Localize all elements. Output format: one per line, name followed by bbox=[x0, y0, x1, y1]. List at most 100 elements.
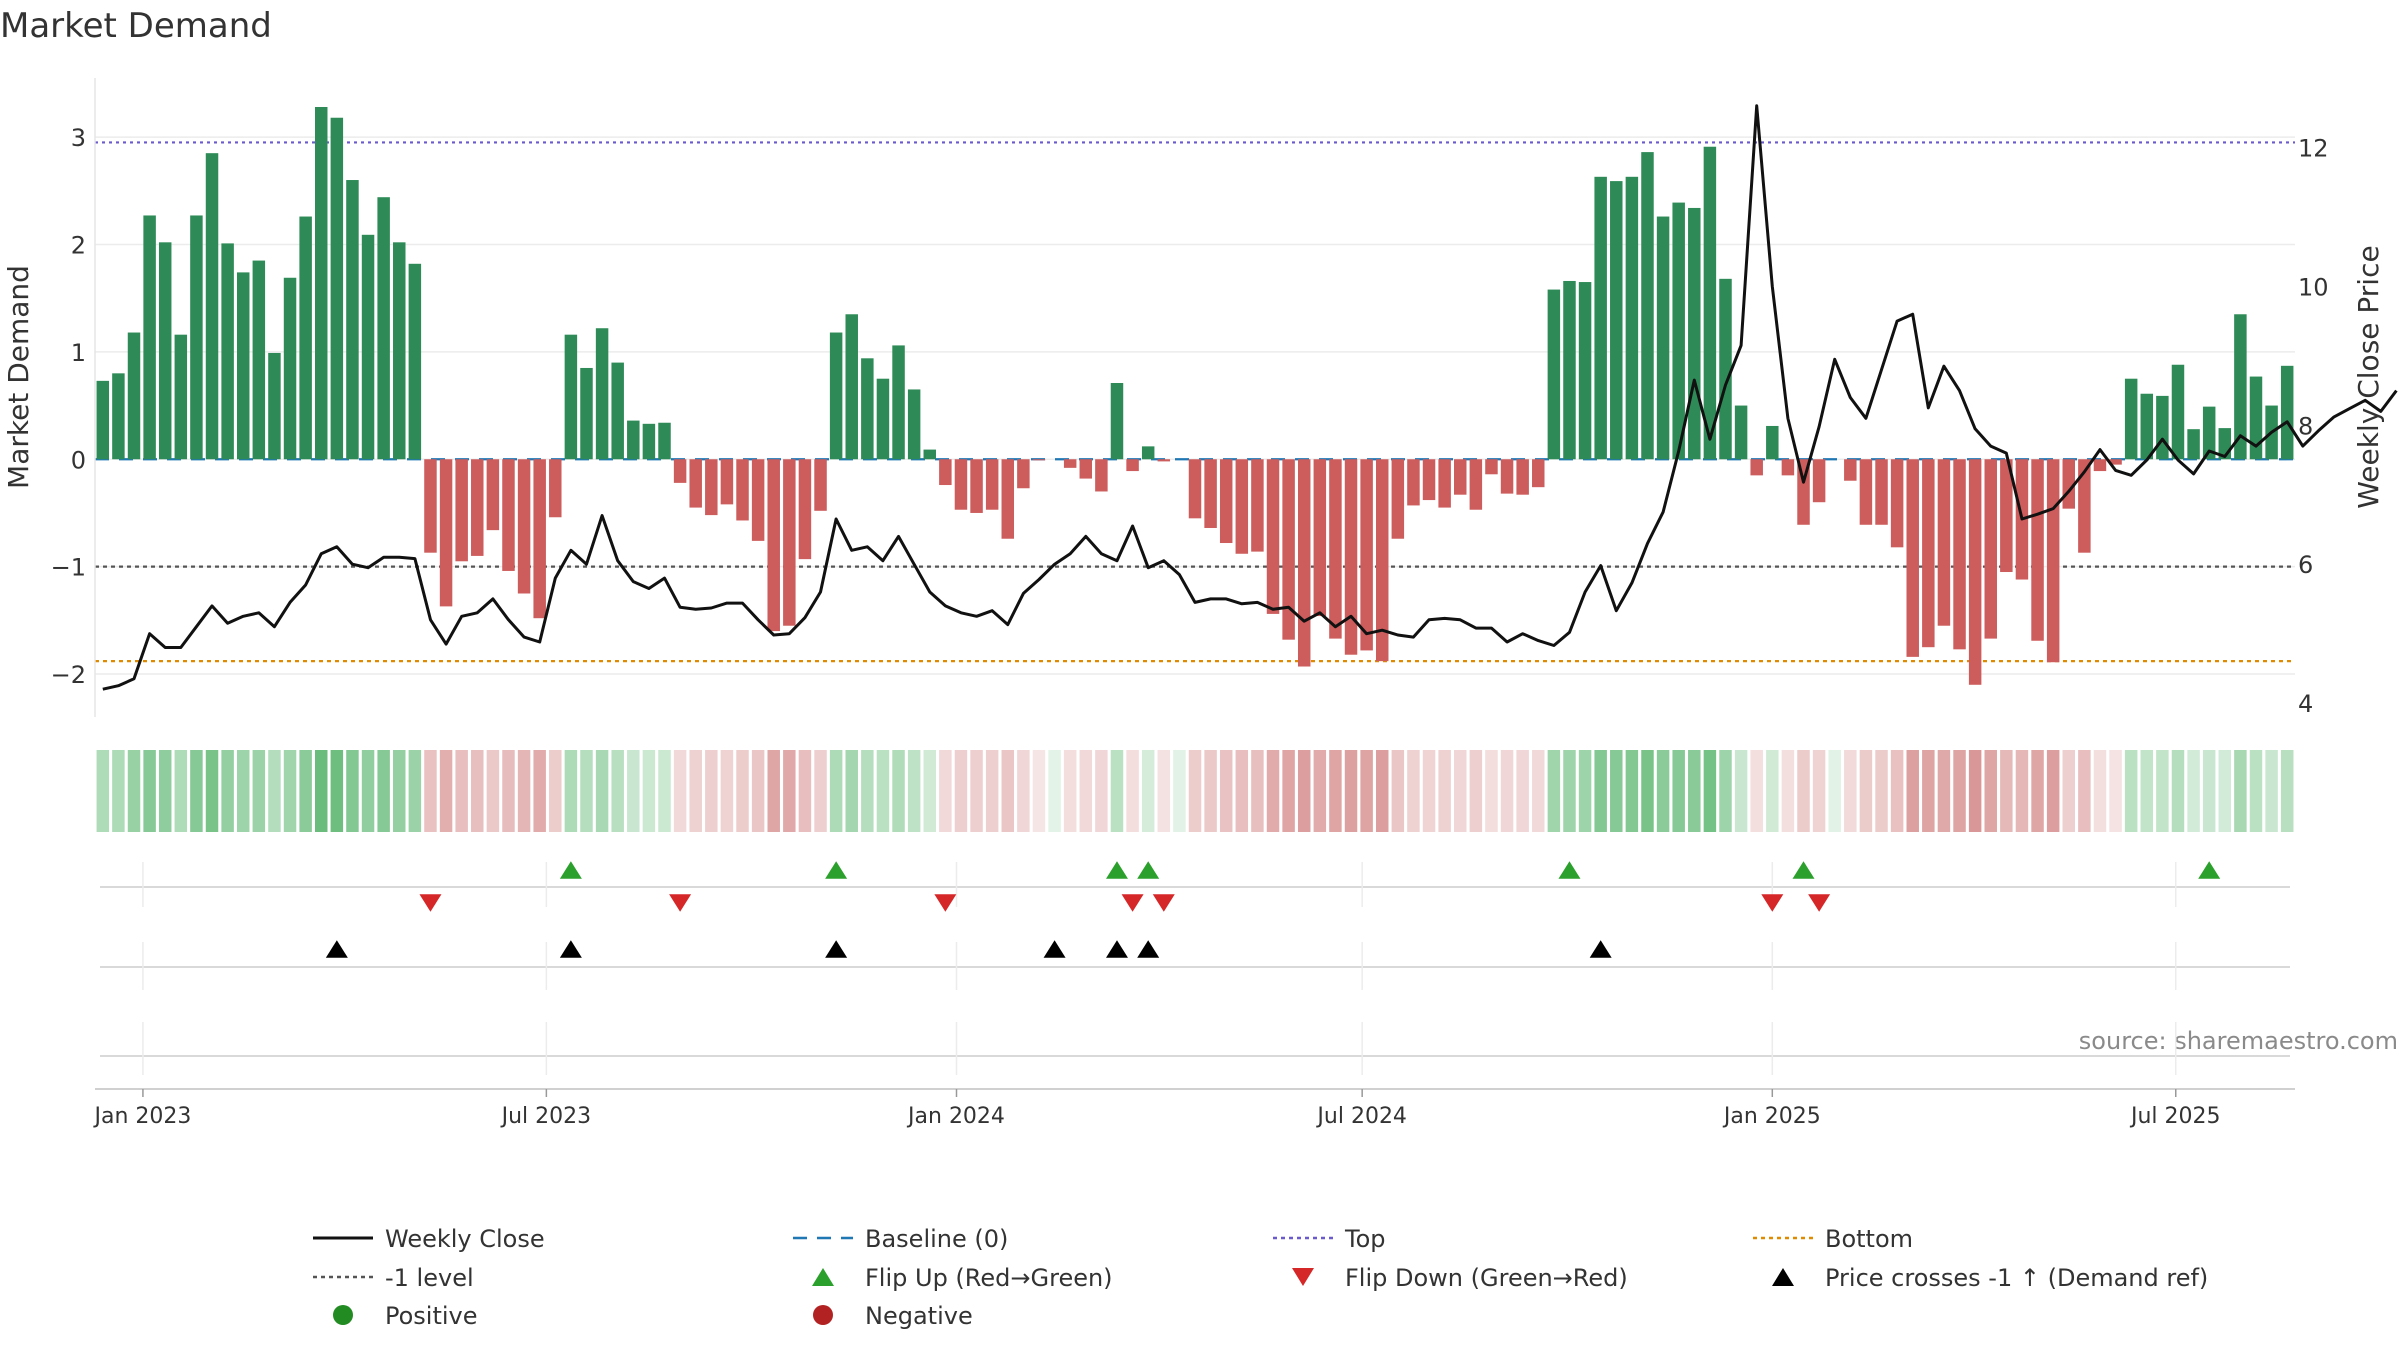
strip-cell-positive bbox=[2249, 750, 2263, 832]
strip-cell-negative bbox=[798, 750, 812, 832]
strip-cell-positive bbox=[1766, 750, 1779, 832]
strip-cell-negative bbox=[736, 750, 749, 832]
strip-cell-negative bbox=[1890, 750, 1904, 832]
flip-down-marker bbox=[1152, 894, 1175, 912]
strip-cell-negative bbox=[1391, 750, 1405, 832]
flip-up-marker bbox=[1137, 861, 1160, 879]
price-cross-marker bbox=[1105, 940, 1128, 958]
positive-demand-bar bbox=[1672, 202, 1685, 460]
negative-demand-bar bbox=[1422, 459, 1436, 501]
positive-demand-bar bbox=[299, 216, 312, 460]
negative-demand-bar bbox=[1001, 459, 1015, 539]
positive-demand-bar bbox=[1547, 289, 1561, 460]
positive-demand-bar bbox=[845, 314, 858, 460]
negative-demand-bar bbox=[1204, 459, 1217, 528]
positive-demand-bar bbox=[1766, 425, 1779, 460]
flip-down-marker bbox=[419, 894, 442, 912]
strip-cell-positive bbox=[1828, 750, 1841, 832]
negative-demand-bar bbox=[1126, 459, 1139, 472]
strip-cell-positive bbox=[1719, 750, 1732, 832]
strip-cell-negative bbox=[1953, 750, 1966, 832]
negative-demand-bar bbox=[689, 459, 702, 508]
legend-label: Bottom bbox=[1825, 1225, 1913, 1253]
strip-cell-negative bbox=[673, 750, 687, 832]
strip-cell-positive bbox=[112, 750, 125, 832]
strip-cell-negative bbox=[1313, 750, 1327, 832]
negative-demand-bar bbox=[1329, 459, 1342, 639]
strip-cell-positive bbox=[377, 750, 390, 832]
strip-cell-positive bbox=[174, 750, 188, 832]
strip-cell-positive bbox=[1563, 750, 1576, 832]
x-tick-label: Jul 2025 bbox=[2129, 1104, 2221, 1129]
negative-demand-bar bbox=[767, 459, 780, 632]
strip-cell-negative bbox=[2062, 750, 2075, 832]
strip-cell-positive bbox=[330, 750, 344, 832]
x-tick-label: Jan 2025 bbox=[1722, 1104, 1821, 1129]
y-tick-label: −2 bbox=[51, 661, 86, 689]
strip-cell-negative bbox=[767, 750, 780, 832]
strip-cell-negative bbox=[1001, 750, 1015, 832]
negative-demand-bar bbox=[2046, 459, 2060, 663]
strip-cell-negative bbox=[1469, 750, 1483, 832]
strip-cell-positive bbox=[252, 750, 266, 832]
strip-cell-negative bbox=[486, 750, 500, 832]
strip-cell-positive bbox=[2280, 750, 2294, 832]
price-cross-marker bbox=[1137, 940, 1160, 958]
strip-cell-positive bbox=[2202, 750, 2216, 832]
negative-demand-bar bbox=[2078, 459, 2091, 553]
strip-cell-positive bbox=[221, 750, 234, 832]
strip-cell-negative bbox=[1485, 750, 1498, 832]
negative-demand-bar bbox=[1282, 459, 1295, 640]
strip-cell-negative bbox=[1859, 750, 1873, 832]
legend-swatch-triangle-up bbox=[1772, 1268, 1794, 1286]
strip-cell-positive bbox=[892, 750, 905, 832]
strip-cell-positive bbox=[627, 750, 640, 832]
strip-cell-positive bbox=[190, 750, 203, 832]
legend-label: Top bbox=[1344, 1225, 1386, 1253]
negative-demand-bar bbox=[1984, 459, 1997, 639]
strip-cell-positive bbox=[1610, 750, 1623, 832]
flip-up-marker bbox=[1105, 861, 1128, 879]
strip-cell-negative bbox=[1750, 750, 1763, 832]
negative-demand-bar bbox=[439, 459, 453, 607]
strip-cell-positive bbox=[876, 750, 890, 832]
strip-cell-positive bbox=[1048, 750, 1061, 832]
strip-cell-positive bbox=[1734, 750, 1748, 832]
legend-label: Flip Up (Red→Green) bbox=[865, 1264, 1113, 1292]
strip-cell-negative bbox=[1922, 750, 1935, 832]
legend-label: Weekly Close bbox=[385, 1225, 545, 1253]
strip-cell-positive bbox=[205, 750, 219, 832]
positive-demand-bar bbox=[2187, 429, 2200, 460]
y-tick-label: 1 bbox=[71, 339, 86, 367]
negative-demand-bar bbox=[751, 459, 765, 541]
strip-cell-positive bbox=[1173, 750, 1186, 832]
flip-down-marker bbox=[1121, 894, 1144, 912]
positive-demand-bar bbox=[1688, 207, 1701, 460]
flip-up-marker bbox=[1792, 861, 1815, 879]
chart-title: Market Demand bbox=[0, 6, 272, 46]
y2-tick-label: 10 bbox=[2298, 273, 2329, 301]
strip-cell-negative bbox=[705, 750, 718, 832]
negative-demand-bar bbox=[814, 459, 827, 511]
positive-demand-bar bbox=[361, 234, 375, 460]
strip-cell-negative bbox=[720, 750, 734, 832]
legend-swatch-circle bbox=[333, 1305, 353, 1325]
negative-demand-bar bbox=[970, 459, 983, 513]
positive-demand-bar bbox=[1625, 176, 1639, 460]
y-axis-label: Market Demand bbox=[2, 265, 35, 489]
demand-bars bbox=[96, 106, 2294, 685]
y-tick-label: 3 bbox=[71, 124, 86, 152]
negative-demand-bar bbox=[533, 459, 546, 619]
negative-demand-bar bbox=[1095, 459, 1108, 492]
positive-demand-bar bbox=[1594, 176, 1607, 460]
strip-cell-negative bbox=[1422, 750, 1436, 832]
y2-tick-label: 8 bbox=[2298, 412, 2313, 440]
legend-swatch-circle bbox=[813, 1305, 833, 1325]
positive-demand-bar bbox=[1578, 282, 1592, 460]
strip-cell-positive bbox=[1594, 750, 1607, 832]
negative-demand-bar bbox=[1188, 459, 1202, 519]
flip-down-marker bbox=[1808, 894, 1831, 912]
strip-cell-positive bbox=[346, 750, 359, 832]
legend-swatch-triangle-down bbox=[1292, 1268, 1314, 1286]
strip-cell-positive bbox=[580, 750, 593, 832]
